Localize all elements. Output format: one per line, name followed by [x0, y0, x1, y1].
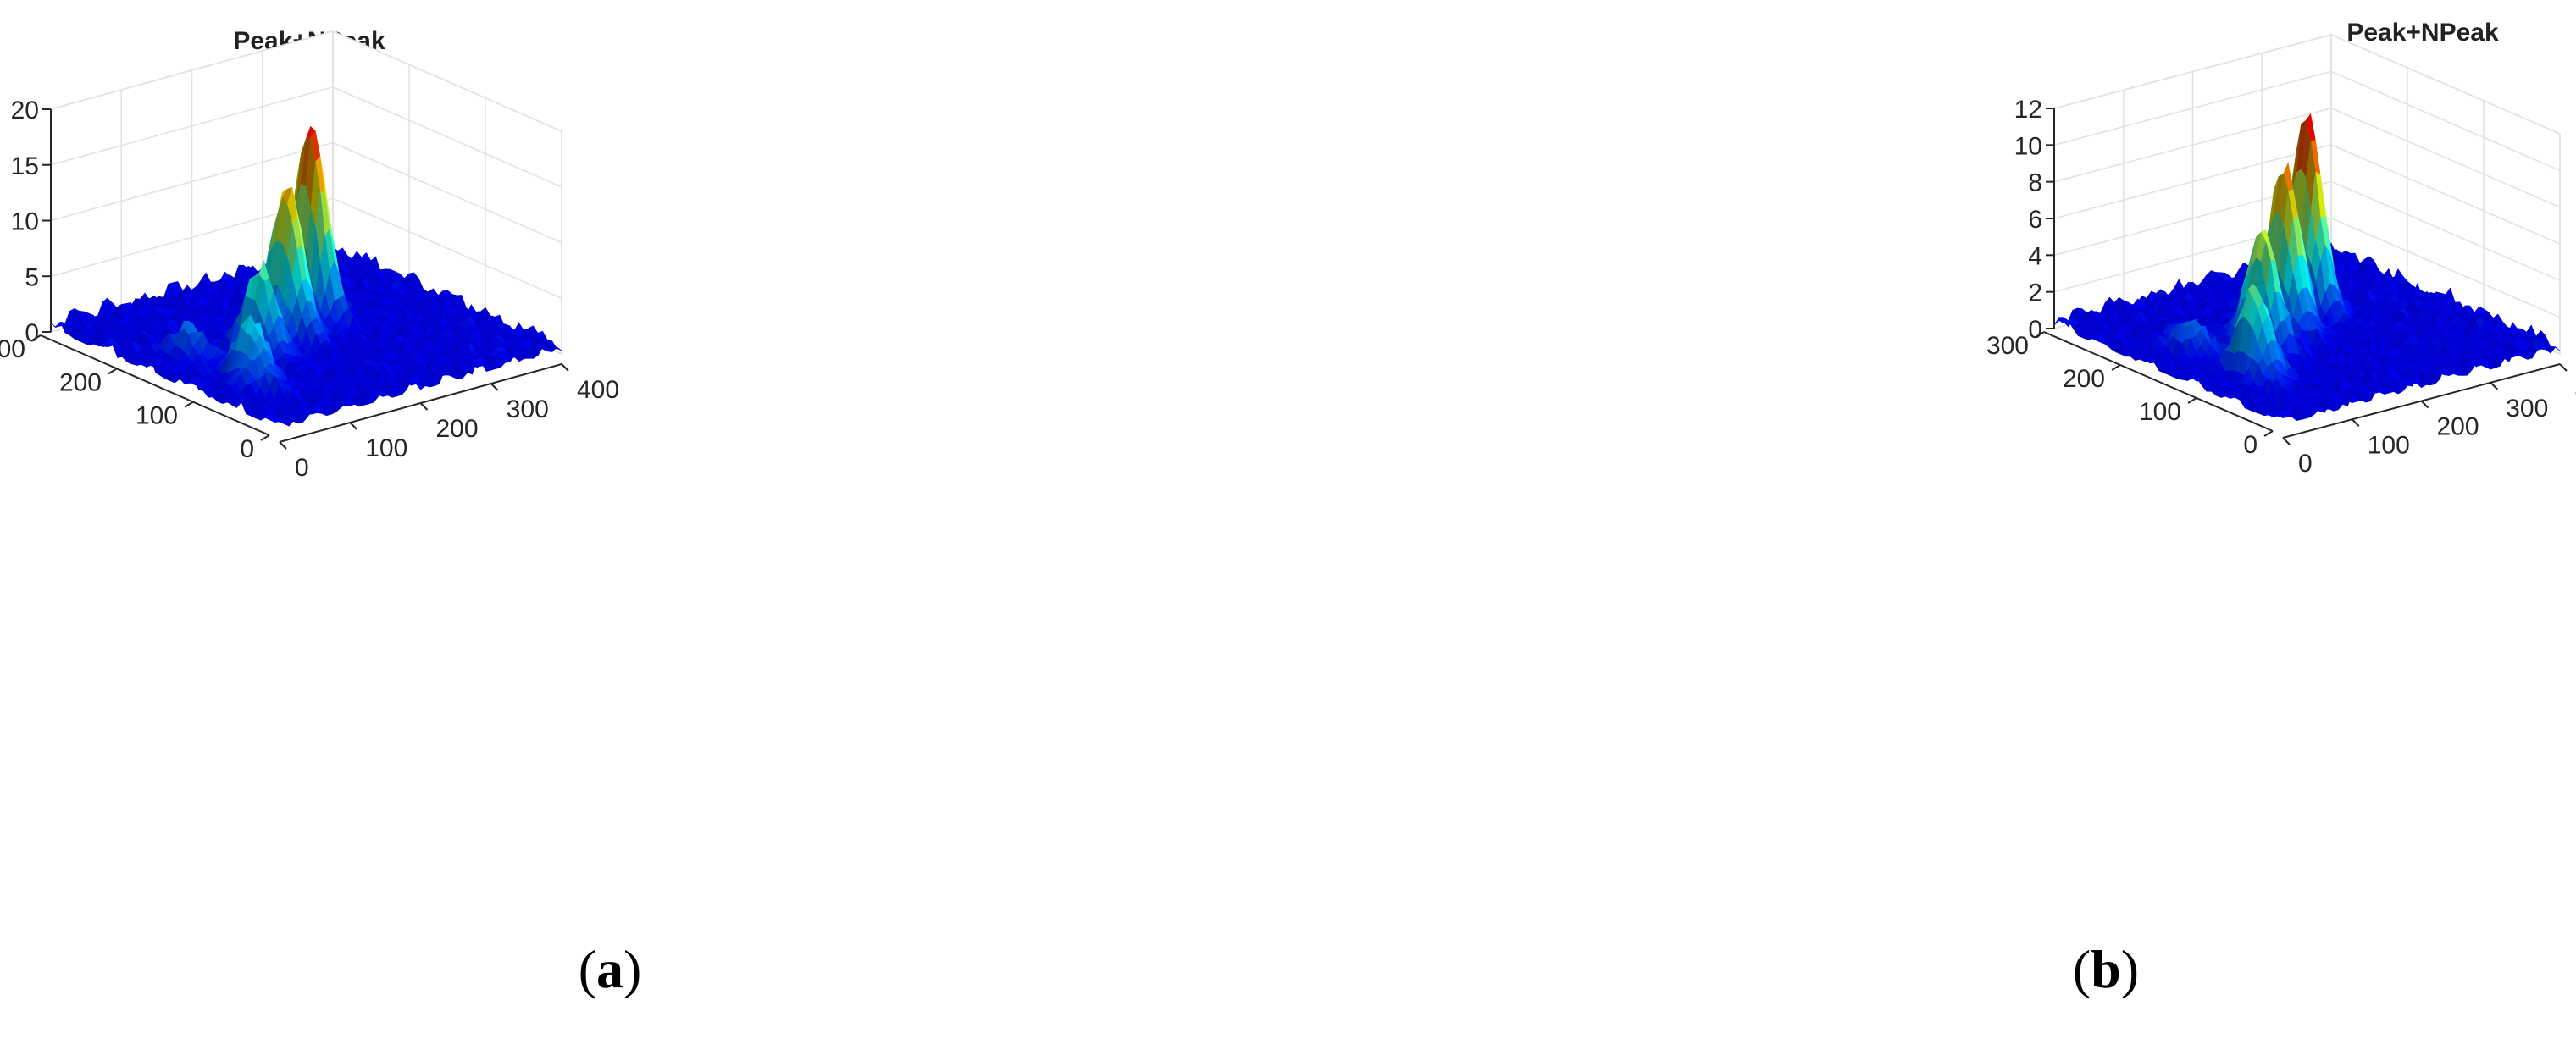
surface-cell: [274, 416, 285, 422]
surface-plot-b: Peak+NPeak010020030040001002003000246810…: [1986, 19, 2576, 478]
z-tick-label: 15: [11, 152, 39, 180]
x-tick-mark: [561, 363, 569, 372]
x-tick-label: 300: [507, 395, 549, 423]
tick-labels: 0100200300400010020030005101520: [0, 97, 619, 482]
axes-walls: [50, 30, 562, 356]
grid-line-z: [2053, 34, 2561, 135]
z-tick-label: 0: [25, 319, 39, 347]
y-tick-mark: [260, 434, 270, 441]
x-tick-label: 400: [577, 376, 619, 404]
z-tick-label: 5: [25, 263, 39, 291]
grid-line-z: [2053, 107, 2561, 208]
caption-a: (a): [578, 939, 642, 999]
grid-line-z: [2053, 217, 2561, 318]
y-tick-label: 300: [0, 335, 25, 363]
grid-line-z: [50, 141, 562, 244]
z-tick-label: 10: [11, 208, 39, 236]
y-tick-mark: [108, 368, 118, 375]
surface-plot-a: Peak+NPeak010020030040001002003000510152…: [0, 27, 619, 482]
x-tick-mark: [419, 402, 429, 411]
z-tick-label: 20: [11, 97, 39, 124]
x-tick-mark: [490, 383, 499, 391]
grid-line-z: [50, 86, 562, 188]
x-tick-label: 100: [365, 434, 407, 462]
grid-line-z: [2053, 70, 2561, 172]
grid-line-z: [2053, 144, 2561, 245]
surface: [50, 125, 562, 427]
grid-line-z: [2053, 180, 2561, 282]
y-axis-line: [40, 334, 270, 436]
x-tick-mark: [279, 441, 287, 450]
y-tick-label: 200: [59, 368, 102, 396]
grid-line-z: [50, 30, 562, 132]
chart-title: Peak+NPeak: [2346, 19, 2499, 47]
surface: [2053, 113, 2561, 421]
chart-panel-a: Peak+NPeak010020030040001002003000510152…: [0, 27, 642, 999]
x-tick-label: 0: [295, 454, 309, 482]
y-tick-mark: [184, 401, 194, 408]
y-tick-label: 0: [240, 435, 254, 463]
y-tick-mark: [31, 334, 42, 341]
chart-panel-b: Peak+NPeak010020030040001002003000246810…: [1288, 0, 2576, 1039]
y-tick-label: 100: [136, 402, 178, 430]
grid-line-z: [50, 197, 562, 300]
x-tick-mark: [349, 422, 357, 430]
x-tick-label: 200: [436, 415, 479, 443]
